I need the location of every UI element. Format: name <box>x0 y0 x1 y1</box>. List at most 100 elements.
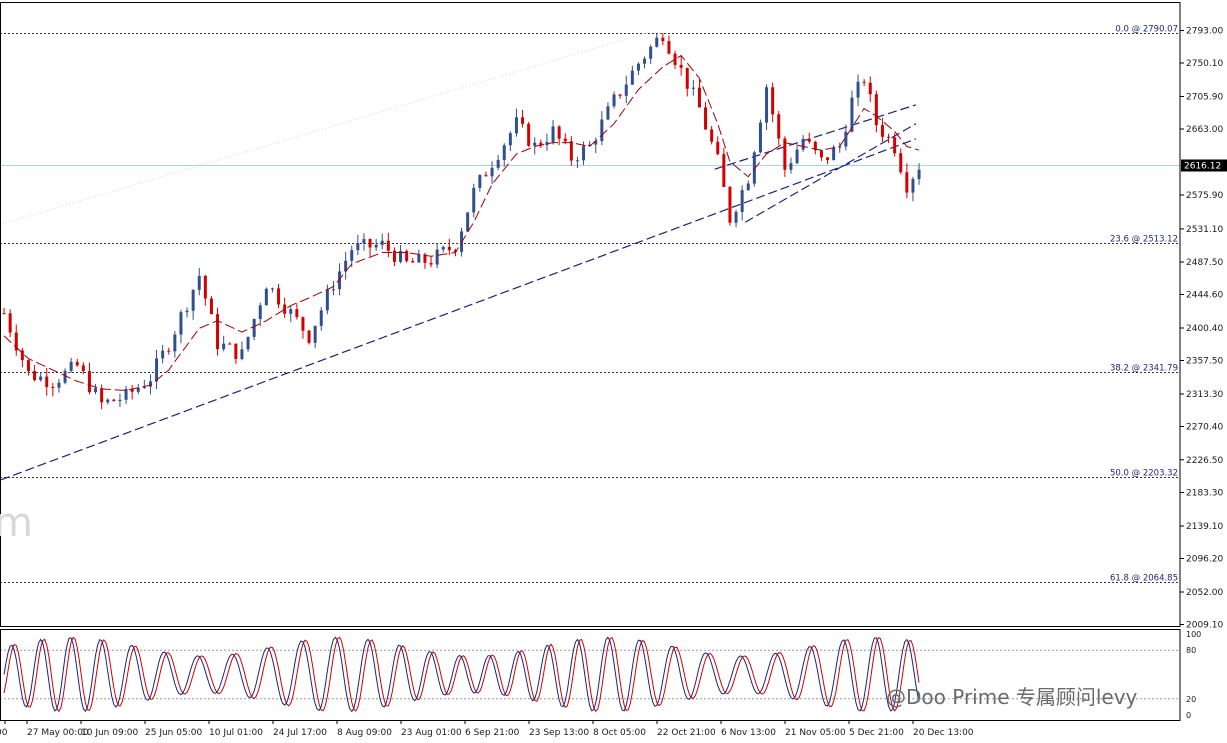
candle-body <box>112 399 116 402</box>
candle-body <box>441 247 445 250</box>
candle-body <box>606 106 610 120</box>
candle-body <box>264 288 268 306</box>
candle-body <box>838 146 842 148</box>
candle-body <box>453 250 457 252</box>
candle-body <box>94 388 98 393</box>
candle-body <box>228 343 232 345</box>
price-tick-label: 2575.90 <box>1186 191 1223 201</box>
candle-body <box>338 271 342 290</box>
moving-average-line <box>3 54 920 391</box>
candle-body <box>850 97 854 132</box>
candle-body <box>508 133 512 146</box>
price-tick-label: 2793.00 <box>1186 27 1223 37</box>
candle-body <box>203 275 207 299</box>
candle-body <box>270 288 274 290</box>
price-tick-label: 2226.50 <box>1186 456 1223 466</box>
candle-body <box>142 386 146 388</box>
price-tick-label: 2313.30 <box>1186 390 1223 400</box>
candle-body <box>45 376 49 387</box>
candle-body <box>636 63 640 71</box>
candle-body <box>435 249 439 265</box>
candle-body <box>887 136 891 138</box>
candle-body <box>563 138 567 142</box>
fib-level-label: 38.2 @ 2341.79 <box>1110 364 1178 374</box>
candle-body <box>777 114 781 139</box>
candle-body <box>801 138 805 150</box>
candle-body <box>155 358 159 382</box>
price-pane[interactable]: 0.0 @ 2790.07 23.6 @ 2513.12 38.2 @ 2341.7… <box>0 25 1180 584</box>
price-tick-label: 2270.40 <box>1186 423 1223 433</box>
candle-body <box>624 84 628 96</box>
candle-body <box>81 365 85 372</box>
candle-body <box>405 250 409 261</box>
candle-body <box>356 243 360 251</box>
candle-body <box>179 312 183 335</box>
time-tick-label: 21 Nov 05:00 <box>785 728 846 738</box>
candle-body <box>283 304 287 314</box>
price-tick-label: 2663.00 <box>1186 125 1223 135</box>
price-tick-label: 2444.60 <box>1186 291 1223 301</box>
candle-body <box>917 169 921 180</box>
corner-watermark: m <box>0 500 33 546</box>
time-tick-label: 6 Sep 21:00 <box>465 728 520 738</box>
candle-body <box>539 142 543 146</box>
candle-body <box>380 240 384 245</box>
candle-body <box>673 53 677 65</box>
candle-body <box>710 129 714 142</box>
candle-body <box>795 149 799 164</box>
candle-body <box>63 370 67 383</box>
candle-body <box>246 336 250 350</box>
candle-body <box>893 137 897 154</box>
candle-body <box>173 334 177 352</box>
time-tick-label: 20 Dec 13:00 <box>913 728 974 738</box>
candle-body <box>765 87 769 123</box>
candle-body <box>728 186 732 223</box>
candle-body <box>484 175 488 177</box>
candle-body <box>69 361 73 371</box>
candle-body <box>87 371 91 393</box>
candle-body <box>313 325 317 343</box>
candle-body <box>533 142 537 146</box>
candle-body <box>100 388 104 403</box>
candle-body <box>557 126 561 139</box>
candle-body <box>252 319 256 337</box>
price-tick-label: 2183.30 <box>1186 489 1223 499</box>
candle-body <box>868 82 872 95</box>
candle-body <box>679 64 683 68</box>
candle-body <box>197 275 201 290</box>
candle-body <box>551 126 555 143</box>
candle-body <box>716 141 720 155</box>
candle-body <box>319 310 323 326</box>
candle-body <box>569 141 573 161</box>
candle-body <box>374 244 378 248</box>
candle-body <box>655 37 659 47</box>
candle-body <box>807 138 811 142</box>
candle-body <box>667 41 671 54</box>
candle-body <box>75 361 79 366</box>
candle-body <box>386 240 390 251</box>
candle-body <box>399 250 403 262</box>
candle-body <box>167 350 171 352</box>
price-tick-label: 2009.10 <box>1186 621 1223 631</box>
candle-body <box>643 58 647 64</box>
price-tick-label: 2357.50 <box>1186 357 1223 367</box>
candle-body <box>874 94 878 126</box>
candle-body <box>392 250 396 262</box>
candle-body <box>222 343 226 350</box>
candle-body <box>490 167 494 177</box>
candle-body <box>234 343 238 359</box>
candle-body <box>502 145 506 160</box>
candle-body <box>740 190 744 212</box>
time-tick-label: 23 Sep 13:00 <box>529 728 589 738</box>
candle-body <box>832 147 836 161</box>
candle-body <box>289 309 293 314</box>
candle-body <box>26 360 30 372</box>
candle-body <box>685 67 689 89</box>
time-tick-label: 6 Nov 13:00 <box>721 728 776 738</box>
candle-body <box>136 387 140 392</box>
candle-body <box>880 125 884 137</box>
oscillator-pane[interactable] <box>0 636 1180 713</box>
candle-body <box>758 122 762 153</box>
candle-body <box>295 309 299 318</box>
